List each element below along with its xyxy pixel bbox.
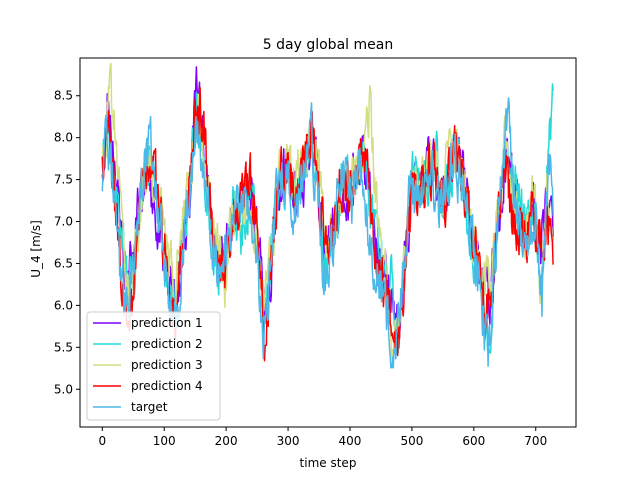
x-tick-label: 600 <box>462 434 485 448</box>
x-tick-label: 400 <box>339 434 362 448</box>
y-tick-label: 6.5 <box>54 256 73 270</box>
y-tick-label: 8.5 <box>54 89 73 103</box>
x-tick-label: 100 <box>153 434 176 448</box>
legend-label: target <box>131 400 168 414</box>
y-axis-label: U_4 [m/s] <box>29 220 43 278</box>
legend: prediction 1 prediction 2 prediction 3 pred… <box>86 311 221 421</box>
legend-label: prediction 4 <box>131 379 203 393</box>
series-line-prediction-4 <box>101 86 554 362</box>
chart-title: 5 day global mean <box>263 37 393 53</box>
y-tick-label: 8.0 <box>54 131 73 145</box>
y-tick-label: 6.0 <box>54 298 73 312</box>
legend-label: prediction 2 <box>131 337 203 351</box>
x-tick-label: 700 <box>524 434 547 448</box>
legend-box <box>86 311 221 421</box>
legend-label: prediction 1 <box>131 316 203 330</box>
y-tick-label: 7.5 <box>54 173 73 187</box>
axes-ticks: 0 100 200 300 400 500 600 700 5.0 5.5 6.0 6.5 7.0 7.5… <box>54 89 547 448</box>
x-tick-label: 300 <box>277 434 300 448</box>
y-tick-label: 5.5 <box>54 340 73 354</box>
x-tick-label: 500 <box>400 434 423 448</box>
legend-label: prediction 3 <box>131 358 203 372</box>
plot-frame <box>79 57 577 428</box>
x-tick-label: 0 <box>98 434 106 448</box>
y-tick-label: 5.0 <box>54 382 73 396</box>
x-tick-label: 200 <box>215 434 238 448</box>
x-axis-label: time step <box>300 456 357 470</box>
plot-lines <box>101 62 554 369</box>
y-tick-label: 7.0 <box>54 215 73 229</box>
